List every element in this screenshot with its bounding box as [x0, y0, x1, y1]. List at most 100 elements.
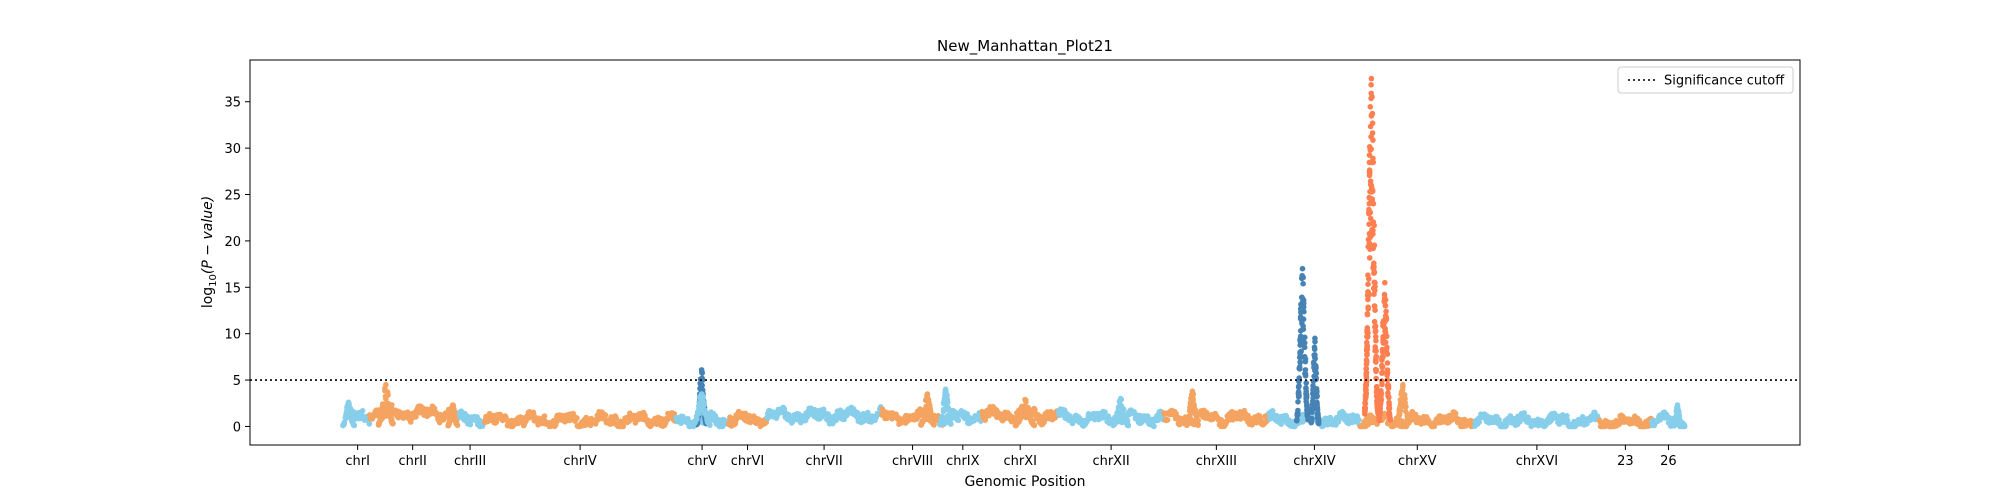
peak-point — [387, 411, 393, 418]
peak-point — [1301, 344, 1308, 351]
data-point — [1476, 419, 1482, 425]
data-point — [1356, 417, 1362, 423]
peak-point — [698, 399, 704, 406]
data-point — [602, 412, 609, 418]
peak-point — [1379, 363, 1386, 370]
peak-max-point — [1312, 335, 1318, 342]
peak-point — [1368, 159, 1375, 166]
peak-point — [1386, 394, 1392, 401]
peak-point — [1122, 414, 1129, 421]
peak-point — [937, 421, 944, 428]
peak-point — [1378, 388, 1384, 394]
peak-point — [1398, 389, 1405, 396]
y-tick-label: 5 — [233, 374, 241, 389]
peak-max-point — [1674, 402, 1681, 408]
data-point — [1249, 422, 1255, 428]
peak-point — [1384, 360, 1391, 366]
peak-point — [1365, 290, 1372, 297]
peak-point — [1364, 327, 1371, 334]
peak-point — [1311, 344, 1318, 351]
data-point — [955, 417, 962, 424]
peak-point — [453, 420, 460, 427]
peak-point — [701, 407, 708, 413]
peak-point — [1299, 299, 1306, 305]
peak-point — [1367, 181, 1374, 188]
peak-point — [705, 419, 711, 425]
peak-point — [1384, 377, 1391, 383]
peak-point — [1299, 320, 1305, 327]
peak-point — [1315, 416, 1321, 423]
peak-point — [1373, 389, 1380, 395]
data-point — [1164, 417, 1171, 423]
peak-point — [1364, 342, 1370, 349]
peak-point — [1302, 356, 1309, 362]
peak-point — [1396, 407, 1403, 413]
data-point — [1452, 410, 1459, 417]
peak-point — [1372, 358, 1379, 365]
peak-point — [703, 413, 710, 420]
peak-point — [1364, 334, 1371, 341]
y-axis-label-subscript: 10 — [208, 274, 219, 287]
data-point — [613, 415, 620, 422]
peak-point — [1304, 403, 1310, 410]
peak-point — [1368, 134, 1374, 140]
peak-point — [1372, 344, 1378, 350]
x-tick-label: chrXII — [1092, 454, 1129, 469]
peak-point — [1301, 340, 1308, 346]
peak-point — [940, 408, 947, 415]
peak-point — [376, 421, 383, 427]
peak-point — [1363, 357, 1370, 363]
peak-point — [1299, 275, 1305, 282]
peak-max-point — [924, 391, 931, 397]
x-tick-label: chrII — [398, 454, 426, 469]
peak-point — [1369, 243, 1376, 249]
peak-point — [1308, 419, 1315, 426]
peak-point — [945, 412, 952, 419]
peak-point — [1112, 419, 1118, 425]
data-point — [1341, 410, 1347, 417]
peak-point — [1117, 406, 1124, 413]
peak-point — [1371, 303, 1378, 310]
x-tick-label: chrVIII — [892, 454, 933, 469]
peak-point — [1371, 264, 1377, 270]
peak-point — [1670, 422, 1677, 429]
peak-point — [1300, 335, 1306, 342]
peak-point — [927, 402, 933, 409]
peak-max-point — [1299, 265, 1306, 272]
y-axis-label-expression: (P − value) — [200, 196, 216, 274]
peak-point — [1377, 400, 1384, 407]
x-tick-label: chrI — [345, 454, 370, 469]
legend: Significance cutoff — [1617, 66, 1794, 94]
peak-point — [1402, 408, 1409, 415]
x-tick-label: chrXVI — [1516, 454, 1558, 469]
peak-point — [1371, 269, 1378, 276]
peak-point — [1673, 412, 1680, 419]
peak-max-point — [1382, 279, 1388, 286]
data-point — [366, 421, 373, 427]
x-tick-label: chrV — [687, 454, 717, 469]
peak-point — [1380, 354, 1386, 361]
peak-point — [346, 411, 353, 417]
peak-point — [1366, 255, 1373, 261]
peak-point — [388, 416, 395, 422]
peak-point — [1372, 348, 1378, 354]
peak-max-point — [1400, 381, 1406, 388]
x-tick-label: chrIV — [563, 454, 597, 469]
data-point — [1521, 410, 1527, 416]
y-tick-label: 0 — [233, 420, 241, 435]
peak-point — [695, 410, 702, 417]
peak-point — [947, 420, 954, 427]
peak-point — [1368, 90, 1374, 97]
data-point — [1151, 423, 1157, 430]
peak-point — [1314, 406, 1321, 413]
peak-point — [1310, 387, 1317, 394]
data-point — [467, 421, 474, 428]
peak-point — [1186, 407, 1193, 414]
peak-point — [1677, 421, 1684, 428]
y-tick-label: 30 — [224, 142, 241, 157]
peak-point — [1315, 411, 1321, 418]
peak-point — [1365, 272, 1371, 279]
chart-title: New_Manhattan_Plot21 — [937, 37, 1113, 56]
peak-point — [1373, 333, 1379, 340]
peak-point — [1310, 395, 1316, 401]
